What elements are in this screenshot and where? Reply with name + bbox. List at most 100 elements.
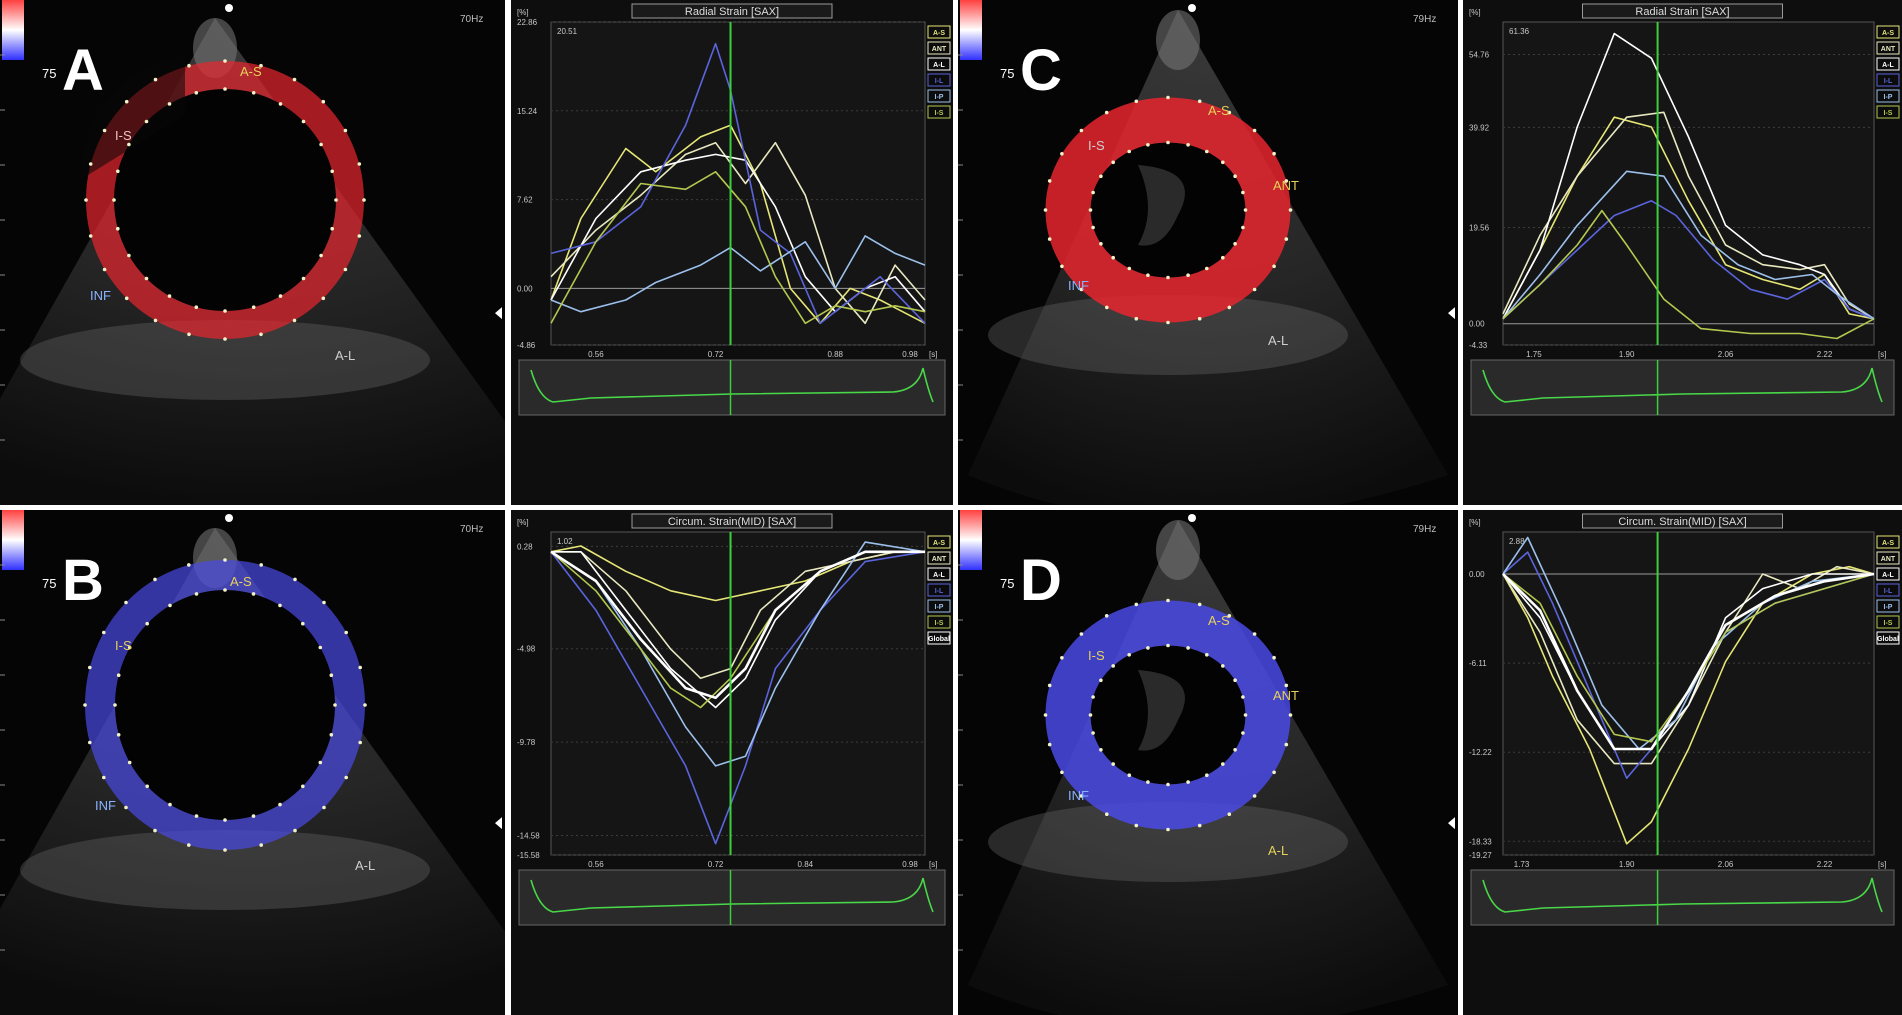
- ecg-strip: [1470, 869, 1895, 926]
- tracking-point: [278, 603, 282, 608]
- tracking-point: [1221, 762, 1225, 766]
- tracking-point: [1197, 99, 1202, 104]
- tracking-point: [1284, 237, 1289, 241]
- tracking-point: [113, 703, 117, 707]
- tracking-point: [116, 673, 121, 677]
- tracking-point: [362, 198, 366, 202]
- tracking-point: [1091, 731, 1095, 735]
- x-unit-label: [s]: [1878, 350, 1886, 359]
- tracking-point: [344, 775, 349, 780]
- tracking-point: [1166, 275, 1170, 280]
- frame-rate-label: 70Hz: [460, 14, 483, 25]
- peak-value-label: 61.36: [1509, 27, 1530, 36]
- ring-low-strain-segment: [79, 55, 185, 180]
- x-tick-label: 0.84: [798, 860, 814, 869]
- tracking-point: [223, 818, 227, 822]
- tracking-point: [1221, 664, 1225, 668]
- tracking-point: [223, 87, 227, 91]
- tracking-point: [1288, 713, 1293, 717]
- strain-color-scale: [960, 510, 982, 570]
- legend-box-ant: [1876, 551, 1900, 565]
- chart-title-box: [631, 513, 833, 529]
- legend-box-a-l: [927, 567, 951, 581]
- tracking-point: [278, 294, 283, 298]
- tracking-point: [1060, 656, 1064, 660]
- legend-label: A-L: [1882, 62, 1894, 69]
- tracking-point: [167, 102, 172, 106]
- tracking-point: [223, 59, 227, 63]
- tracking-point: [1233, 678, 1237, 682]
- lv-cavity: [114, 89, 336, 311]
- series-line-a-l: [1502, 32, 1875, 320]
- strain-color-scale: [2, 510, 24, 570]
- strain-chart-svg-c: Radial Strain [SAX] [%] -4.33 0.00 19.56 39.9…: [1469, 3, 1900, 416]
- legend-label: ANT: [1881, 46, 1896, 53]
- strain-chart-panel-c: Radial Strain [SAX] [%] -4.33 0.00 19.56 39.9…: [1463, 0, 1902, 505]
- peak-value-label: 1.02: [557, 537, 573, 546]
- legend-label: I-P: [935, 604, 944, 611]
- legend-box-a-s: [927, 25, 951, 39]
- tissue-echo-band: [20, 830, 430, 910]
- tracking-point: [127, 253, 131, 258]
- tracking-point: [1205, 149, 1209, 154]
- echo-svg-a: 75 70Hz A A-S I-S INF A-L: [0, 0, 505, 505]
- y-tick-label: 0.28: [517, 542, 533, 551]
- tracking-point: [1146, 143, 1150, 147]
- frame-rate-label: 70Hz: [460, 524, 483, 535]
- series-line-i-s: [1502, 209, 1875, 340]
- tracking-point: [187, 563, 191, 567]
- tracking-point: [83, 703, 87, 707]
- tracking-point: [1197, 823, 1202, 828]
- y-unit-label: [%]: [517, 518, 529, 527]
- tracking-point: [145, 621, 149, 626]
- segment-label: A-S: [240, 64, 262, 79]
- plot-area: [550, 531, 926, 856]
- tracking-point: [1047, 237, 1052, 241]
- focus-marker-icon: [495, 817, 502, 830]
- segment-label: A-L: [1268, 843, 1288, 858]
- echo-svg-b: 75 70Hz B A-S I-S INF A-L: [0, 510, 505, 1015]
- tracking-point: [1104, 614, 1109, 618]
- segment-label: INF: [95, 798, 116, 813]
- echo-panel-c: 75 79Hz C A-S I-S ANT INF A-L: [958, 0, 1458, 505]
- x-tick-label: 0.98: [902, 860, 918, 869]
- segment-label: A-S: [1208, 613, 1230, 628]
- legend-box-i-l: [1876, 583, 1900, 597]
- tracking-point: [1105, 812, 1109, 816]
- tracking-point: [343, 128, 348, 133]
- scale-value-label: 75: [1000, 66, 1014, 81]
- tracking-point: [251, 814, 256, 818]
- tracking-point: [259, 563, 264, 567]
- lv-cavity: [115, 590, 335, 820]
- tracking-point: [223, 337, 227, 341]
- tracking-point: [1111, 255, 1115, 260]
- orientation-dot-icon: [1188, 4, 1196, 12]
- tracking-point: [1146, 273, 1150, 278]
- tracking-point: [124, 600, 128, 605]
- tracking-point: [102, 775, 106, 780]
- tracking-point: [194, 305, 199, 310]
- tracking-point: [334, 198, 338, 202]
- tracking-point: [153, 318, 158, 323]
- legend-label: A-S: [933, 30, 945, 37]
- series-line-ant: [550, 141, 926, 325]
- tracking-point: [1252, 128, 1257, 133]
- x-tick-label: 2.06: [1718, 860, 1734, 869]
- legend-box-a-l: [1876, 57, 1900, 71]
- x-tick-label: 0.98: [902, 350, 918, 359]
- tracking-point: [1060, 152, 1064, 156]
- legend-box-i-p: [1876, 599, 1900, 613]
- tracking-point: [1233, 242, 1237, 246]
- tracking-point: [1186, 143, 1190, 147]
- tracking-point: [301, 784, 305, 789]
- series-line-global: [1502, 572, 1875, 751]
- tracking-point: [1252, 794, 1257, 798]
- series-line-a-l: [550, 153, 926, 313]
- tracking-point: [1166, 598, 1170, 603]
- legend-box-a-l: [1876, 567, 1900, 581]
- frame-rate-label: 79Hz: [1413, 14, 1436, 25]
- legend-box-i-s: [1876, 615, 1900, 629]
- tracking-point: [153, 577, 157, 582]
- tracking-point: [251, 91, 256, 95]
- papillary-muscle: [1138, 670, 1185, 751]
